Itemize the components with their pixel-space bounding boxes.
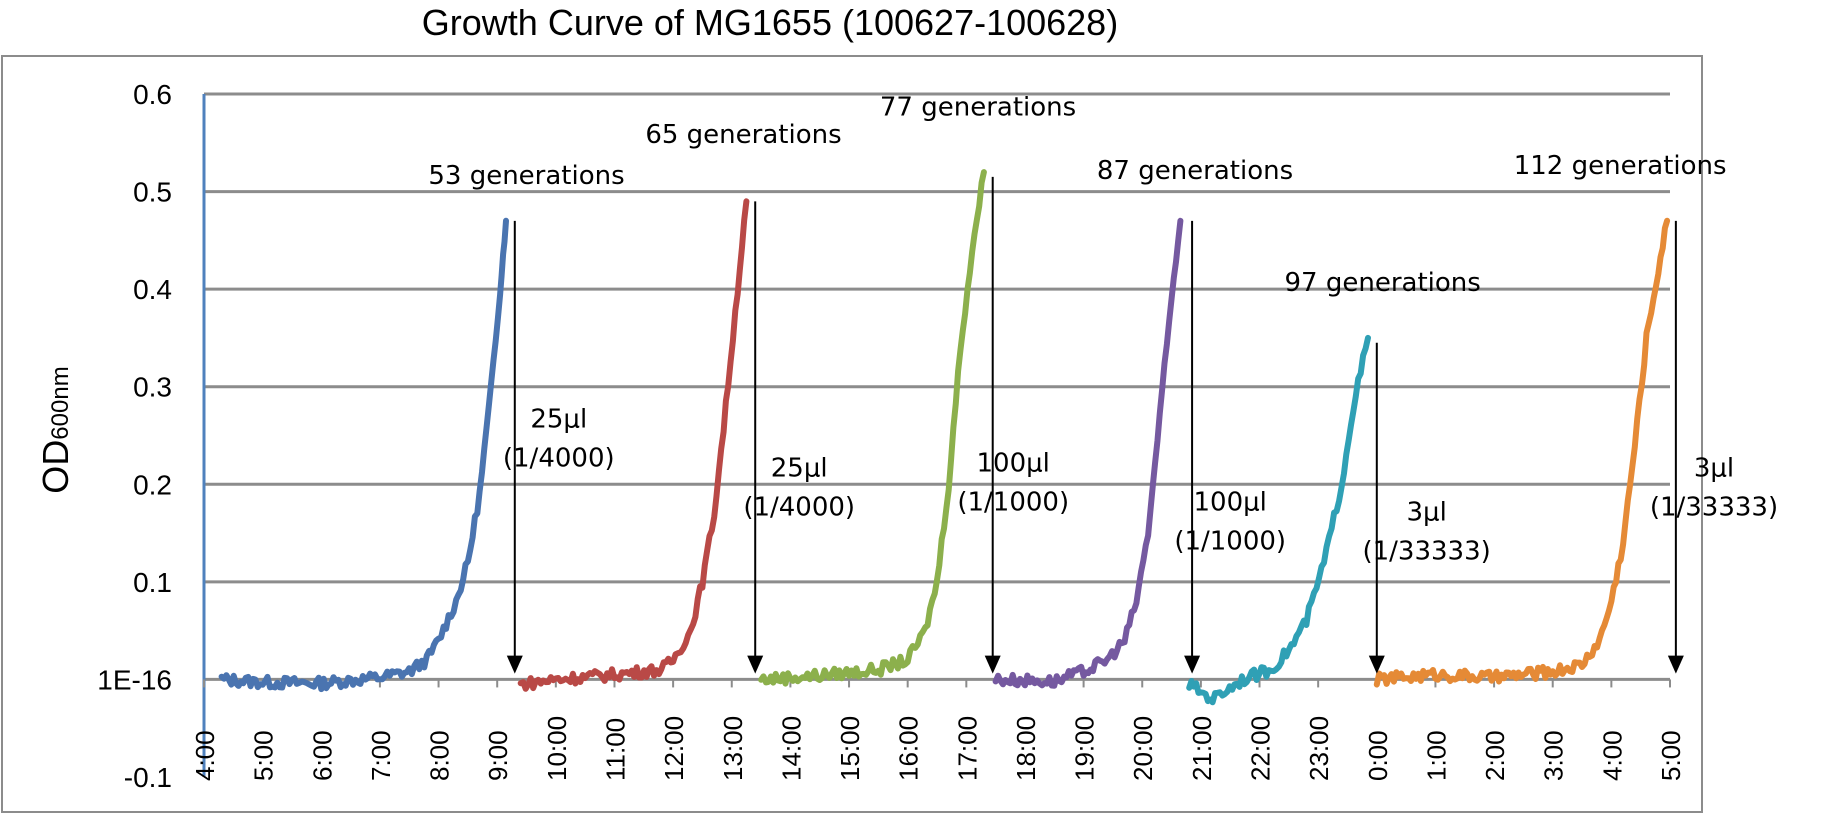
y-tick-label: -0.1 <box>124 762 172 793</box>
x-tick-label: 5:00 <box>1656 730 1686 781</box>
generation-label: 77 generations <box>880 92 1076 122</box>
series-line <box>758 169 987 687</box>
dilution-arrowhead <box>1667 655 1684 674</box>
x-tick-label: 15:00 <box>835 716 865 781</box>
y-axis-label-sub: 600nm <box>47 366 74 439</box>
x-axis: 4:00 5:00 6:00 7:00 8:00 9:00 10:00 11:00 12:00 1… <box>190 679 1686 781</box>
x-tick-label: 14:00 <box>776 716 806 781</box>
x-tick-label: 4:00 <box>1597 730 1627 781</box>
x-tick-label: 0:00 <box>1363 730 1393 781</box>
x-tick-label: 6:00 <box>307 730 337 781</box>
annotation-group: 53 generations 65 generations 77 generatio… <box>428 92 1778 566</box>
chart-title: Growth Curve of MG1655 (100627-100628) <box>421 2 1119 43</box>
y-tick-label: 0.3 <box>133 372 172 403</box>
x-tick-label: 13:00 <box>718 716 748 781</box>
dilution-ratio-label: (1/33333) <box>1362 536 1490 566</box>
y-tick-label: 0.1 <box>133 567 172 598</box>
dilution-ratio-label: (1/1000) <box>957 488 1069 518</box>
x-tick-label: 19:00 <box>1070 716 1100 781</box>
y-tick-label: 0.4 <box>133 274 172 305</box>
x-tick-label: 5:00 <box>249 730 279 781</box>
x-tick-label: 20:00 <box>1128 716 1158 781</box>
generation-label: 53 generations <box>428 161 624 191</box>
x-tick-label: 8:00 <box>425 730 455 781</box>
dilution-volume-label: 25μl <box>771 453 828 483</box>
dilution-volume-label: 100μl <box>977 449 1050 479</box>
series-line <box>517 198 750 692</box>
plot-frame <box>1 55 1703 813</box>
x-tick-label: 12:00 <box>659 716 689 781</box>
series-group <box>218 169 1671 706</box>
generation-label: 97 generations <box>1285 268 1481 298</box>
x-tick-label: 1:00 <box>1421 730 1451 781</box>
series-line <box>992 217 1184 689</box>
dilution-ratio-label: (1/33333) <box>1650 493 1778 523</box>
series-line <box>1186 334 1371 706</box>
dilution-arrowhead <box>1368 655 1385 674</box>
x-tick-label: 23:00 <box>1304 716 1334 781</box>
generation-label: 87 generations <box>1097 156 1293 186</box>
y-axis: 0.6 0.5 0.4 0.3 0.2 0.1 1E-16 -0.1 <box>97 79 206 793</box>
x-tick-label: 17:00 <box>952 716 982 781</box>
y-axis-label-main: OD <box>35 440 76 494</box>
dilution-arrowhead <box>506 655 523 674</box>
dilution-ratio-label: (1/1000) <box>1174 527 1286 557</box>
generation-label: 112 generations <box>1514 151 1727 181</box>
dilution-volume-label: 25μl <box>530 405 587 435</box>
x-tick-label: 16:00 <box>894 716 924 781</box>
x-tick-label: 11:00 <box>600 718 630 781</box>
y-tick-label: 0.2 <box>133 469 172 500</box>
x-tick-label: 4:00 <box>190 730 220 781</box>
x-tick-label: 18:00 <box>1011 716 1041 781</box>
x-tick-label: 21:00 <box>1187 716 1217 781</box>
dilution-arrowhead <box>984 655 1001 674</box>
dilution-ratio-label: (1/4000) <box>503 444 615 474</box>
dilution-volume-label: 3μl <box>1406 497 1446 527</box>
x-tick-label: 9:00 <box>483 730 513 781</box>
dilution-volume-label: 3μl <box>1694 453 1734 483</box>
generation-label: 65 generations <box>645 120 841 150</box>
y-tick-label: 0.5 <box>133 177 172 208</box>
dilution-arrowhead <box>747 655 764 674</box>
dilution-ratio-label: (1/4000) <box>743 493 855 523</box>
x-tick-label: 7:00 <box>366 730 396 781</box>
arrow-group <box>506 176 1684 674</box>
y-tick-label: 0.6 <box>133 79 172 110</box>
x-tick-label: 2:00 <box>1480 730 1510 781</box>
dilution-arrowhead <box>1184 655 1201 674</box>
x-tick-label: 3:00 <box>1539 730 1569 781</box>
x-tick-label: 10:00 <box>542 716 572 781</box>
series-line <box>218 217 509 693</box>
y-axis-label: OD600nm <box>35 366 76 493</box>
x-tick-label: 22:00 <box>1246 716 1276 781</box>
dilution-volume-label: 100μl <box>1193 488 1266 518</box>
y-tick-label: 1E-16 <box>97 664 172 695</box>
series-line <box>1373 217 1671 688</box>
